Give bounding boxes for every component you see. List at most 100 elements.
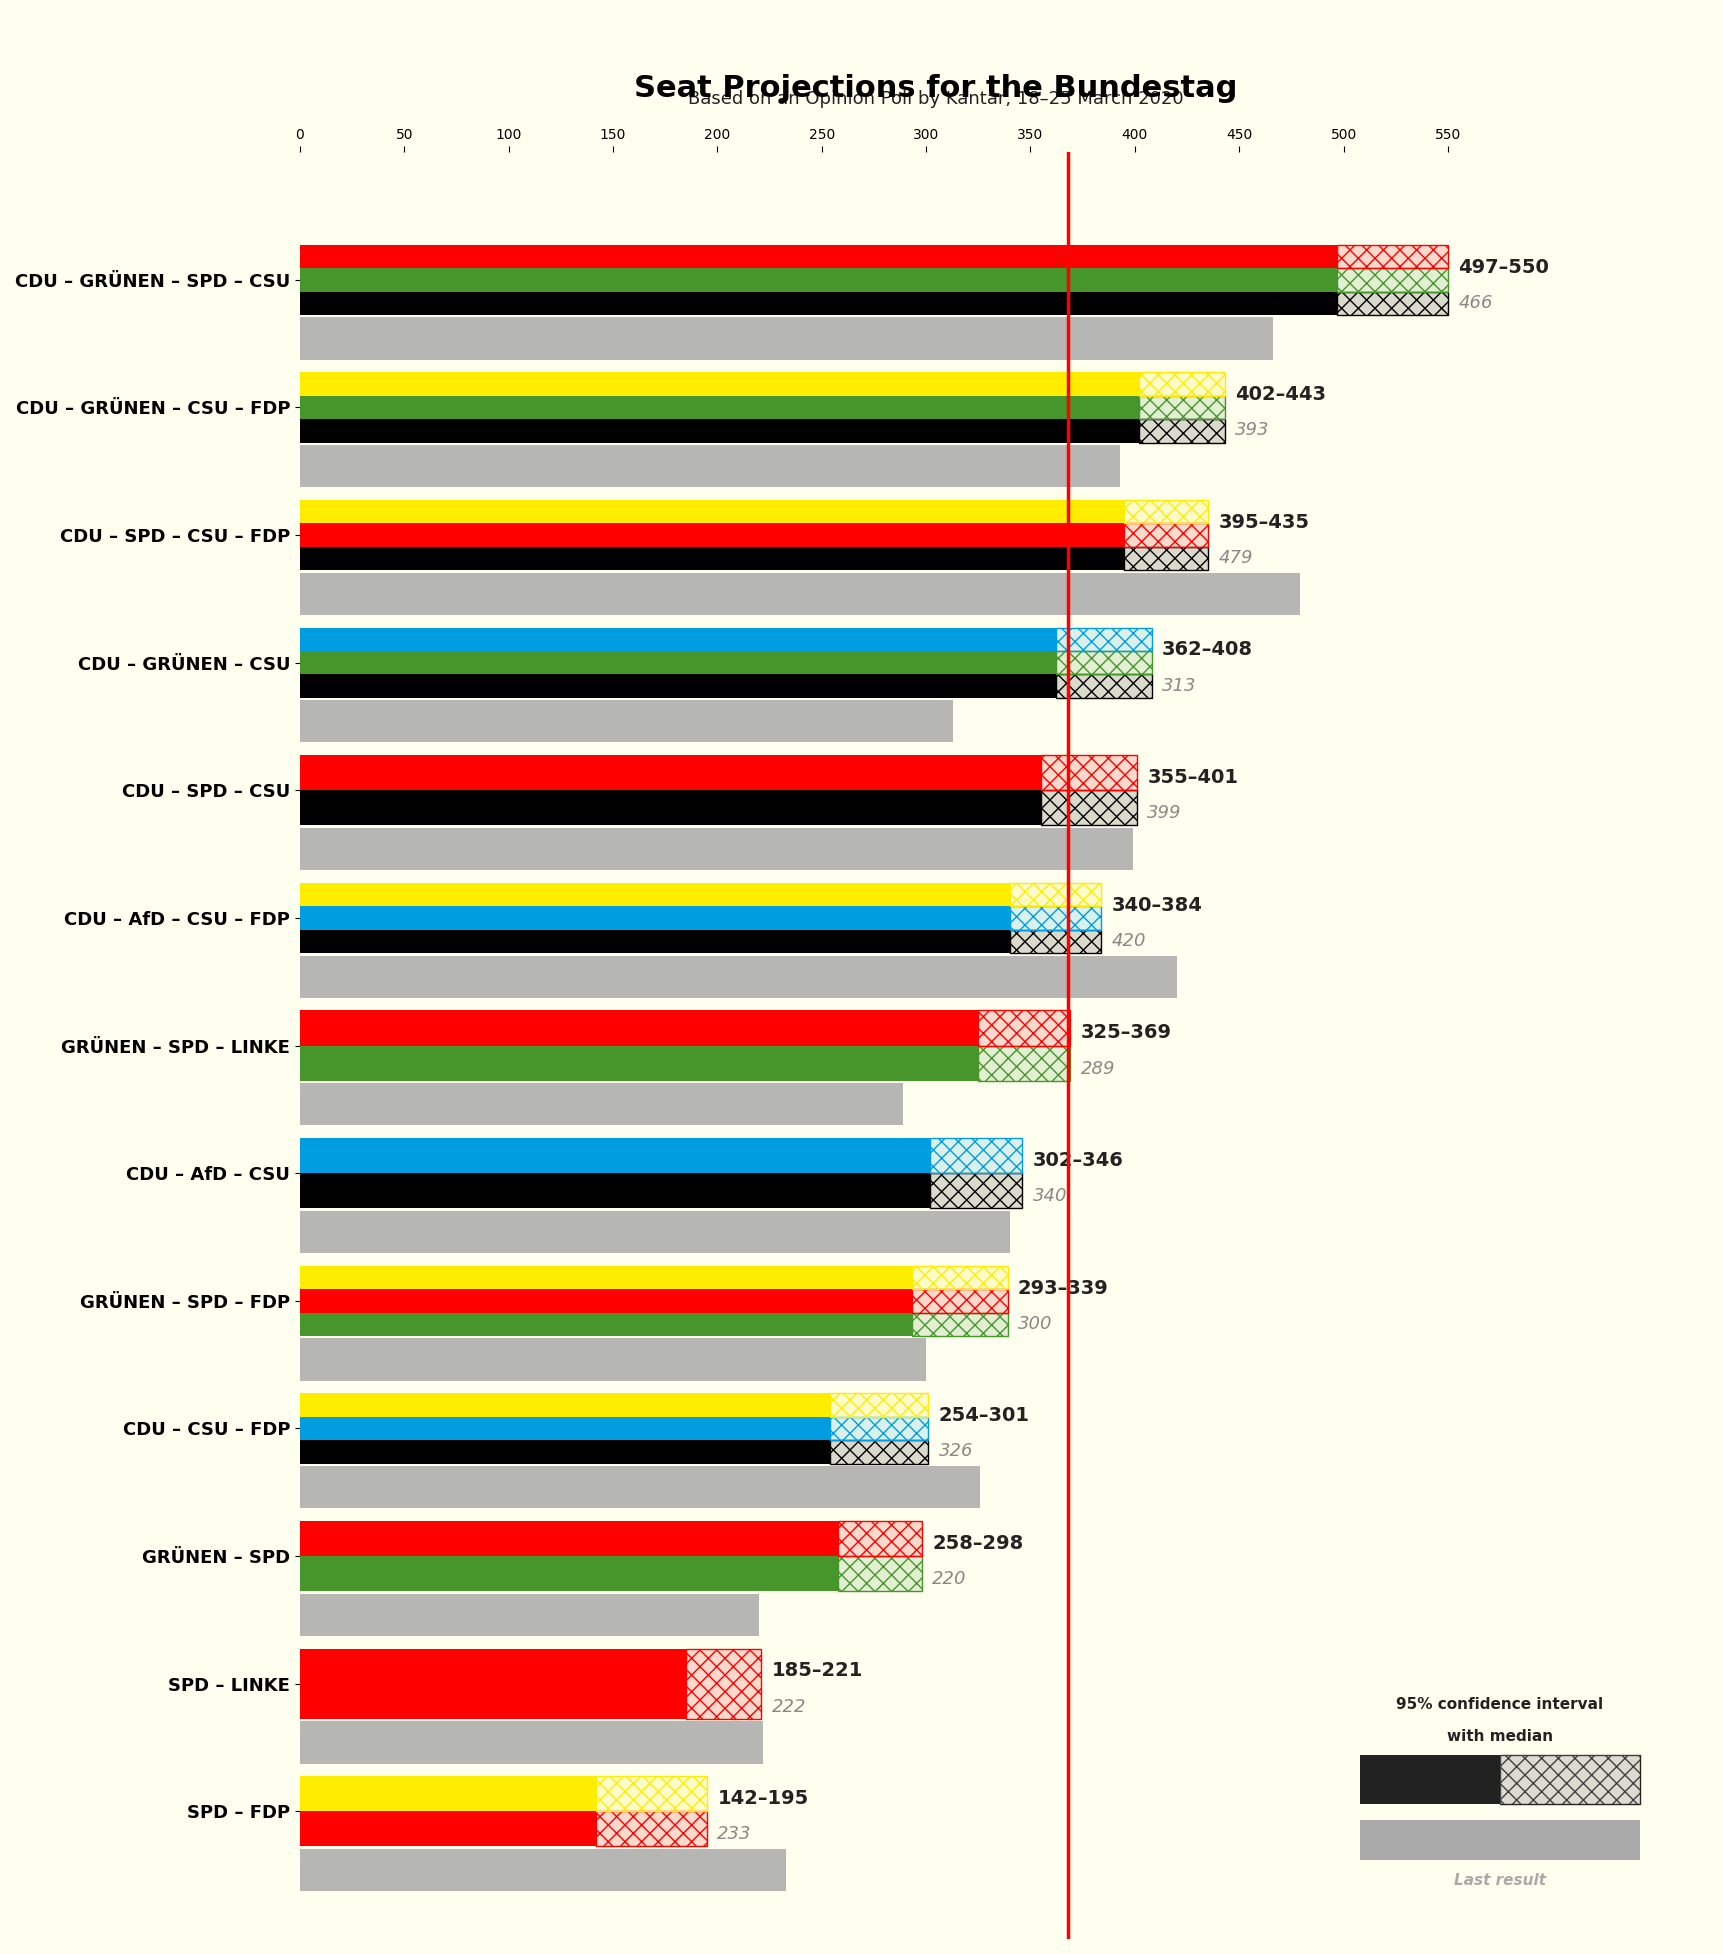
Bar bbox=[300, 547, 1123, 571]
Bar bbox=[1010, 930, 1101, 954]
Bar bbox=[300, 756, 1041, 789]
Bar bbox=[300, 1266, 911, 1290]
Bar bbox=[300, 573, 1299, 616]
Bar bbox=[830, 1440, 927, 1464]
Text: 300: 300 bbox=[1017, 1315, 1051, 1333]
Bar bbox=[1054, 651, 1151, 674]
Bar bbox=[1139, 397, 1223, 420]
Bar bbox=[300, 446, 1120, 487]
Text: 313: 313 bbox=[1161, 676, 1196, 696]
Bar bbox=[300, 373, 1139, 397]
Bar bbox=[930, 1172, 1022, 1208]
Bar bbox=[911, 1290, 1006, 1313]
Bar bbox=[1139, 397, 1223, 420]
Bar bbox=[977, 1010, 1070, 1045]
Bar bbox=[1041, 756, 1135, 789]
Bar bbox=[300, 1211, 1010, 1253]
Bar bbox=[1054, 651, 1151, 674]
Bar bbox=[1123, 524, 1208, 547]
Bar bbox=[1499, 1755, 1639, 1804]
Bar bbox=[911, 1290, 1006, 1313]
Bar bbox=[300, 907, 1010, 930]
Bar bbox=[1359, 1821, 1639, 1860]
Text: 340: 340 bbox=[1032, 1188, 1067, 1206]
Bar bbox=[300, 930, 1010, 954]
Bar bbox=[300, 1594, 758, 1635]
Bar bbox=[1054, 627, 1151, 651]
Text: Based on an Opinion Poll by Kantar, 18–25 March 2020: Based on an Opinion Poll by Kantar, 18–2… bbox=[687, 90, 1182, 107]
Bar bbox=[1337, 291, 1447, 315]
Text: 220: 220 bbox=[932, 1571, 967, 1589]
Bar bbox=[930, 1137, 1022, 1172]
Text: 340–384: 340–384 bbox=[1111, 895, 1203, 914]
Text: 325–369: 325–369 bbox=[1080, 1024, 1172, 1041]
Bar bbox=[1041, 756, 1135, 789]
Bar bbox=[830, 1393, 927, 1417]
Bar bbox=[300, 268, 1337, 291]
Bar bbox=[300, 700, 953, 743]
Bar bbox=[930, 1137, 1022, 1172]
Bar bbox=[300, 500, 1123, 524]
Bar bbox=[300, 524, 1123, 547]
Bar bbox=[596, 1811, 706, 1847]
Bar bbox=[837, 1520, 922, 1555]
Bar bbox=[300, 1466, 980, 1508]
Bar bbox=[911, 1313, 1006, 1337]
Bar bbox=[300, 1313, 911, 1337]
Bar bbox=[300, 1172, 930, 1208]
Bar bbox=[1337, 244, 1447, 268]
Bar bbox=[1054, 674, 1151, 698]
Text: 393: 393 bbox=[1234, 422, 1268, 440]
Text: 326: 326 bbox=[937, 1442, 972, 1460]
Text: 258–298: 258–298 bbox=[932, 1534, 1023, 1553]
Bar bbox=[300, 1555, 837, 1591]
Bar bbox=[686, 1649, 762, 1720]
Bar bbox=[300, 956, 1175, 998]
Text: 466: 466 bbox=[1458, 293, 1492, 313]
Text: 395–435: 395–435 bbox=[1218, 512, 1308, 531]
Bar bbox=[300, 397, 1139, 420]
Bar bbox=[830, 1417, 927, 1440]
Bar bbox=[1337, 291, 1447, 315]
Bar bbox=[1010, 883, 1101, 907]
Text: 302–346: 302–346 bbox=[1032, 1151, 1123, 1170]
Bar bbox=[1041, 789, 1135, 825]
Text: 233: 233 bbox=[717, 1825, 751, 1843]
Bar bbox=[300, 1848, 786, 1891]
Bar bbox=[1010, 907, 1101, 930]
Text: 420: 420 bbox=[1111, 932, 1146, 950]
Bar bbox=[911, 1313, 1006, 1337]
Bar bbox=[1010, 930, 1101, 954]
Text: 362–408: 362–408 bbox=[1161, 641, 1253, 658]
Bar bbox=[1123, 500, 1208, 524]
Bar bbox=[300, 420, 1139, 442]
Bar bbox=[1010, 883, 1101, 907]
Bar bbox=[300, 1045, 977, 1081]
Text: 293–339: 293–339 bbox=[1017, 1278, 1108, 1297]
Text: 222: 222 bbox=[772, 1698, 806, 1716]
Bar bbox=[1054, 627, 1151, 651]
Bar bbox=[300, 828, 1132, 870]
Bar bbox=[300, 627, 1054, 651]
Bar bbox=[300, 1649, 686, 1720]
Bar bbox=[300, 1290, 911, 1313]
Bar bbox=[1139, 373, 1223, 397]
Bar bbox=[300, 1811, 596, 1847]
Text: 289: 289 bbox=[1080, 1059, 1115, 1077]
Bar bbox=[596, 1776, 706, 1811]
Bar bbox=[1139, 420, 1223, 442]
Bar bbox=[830, 1417, 927, 1440]
Text: 399: 399 bbox=[1148, 805, 1182, 823]
Bar bbox=[300, 1393, 830, 1417]
Bar bbox=[300, 1417, 830, 1440]
Bar bbox=[1123, 547, 1208, 571]
Bar bbox=[1010, 907, 1101, 930]
Bar bbox=[1123, 524, 1208, 547]
Bar bbox=[686, 1649, 762, 1720]
Bar bbox=[300, 883, 1010, 907]
Bar bbox=[300, 1137, 930, 1172]
Bar bbox=[977, 1010, 1070, 1045]
Bar bbox=[1499, 1755, 1639, 1804]
Bar bbox=[300, 651, 1054, 674]
Bar bbox=[300, 1776, 596, 1811]
